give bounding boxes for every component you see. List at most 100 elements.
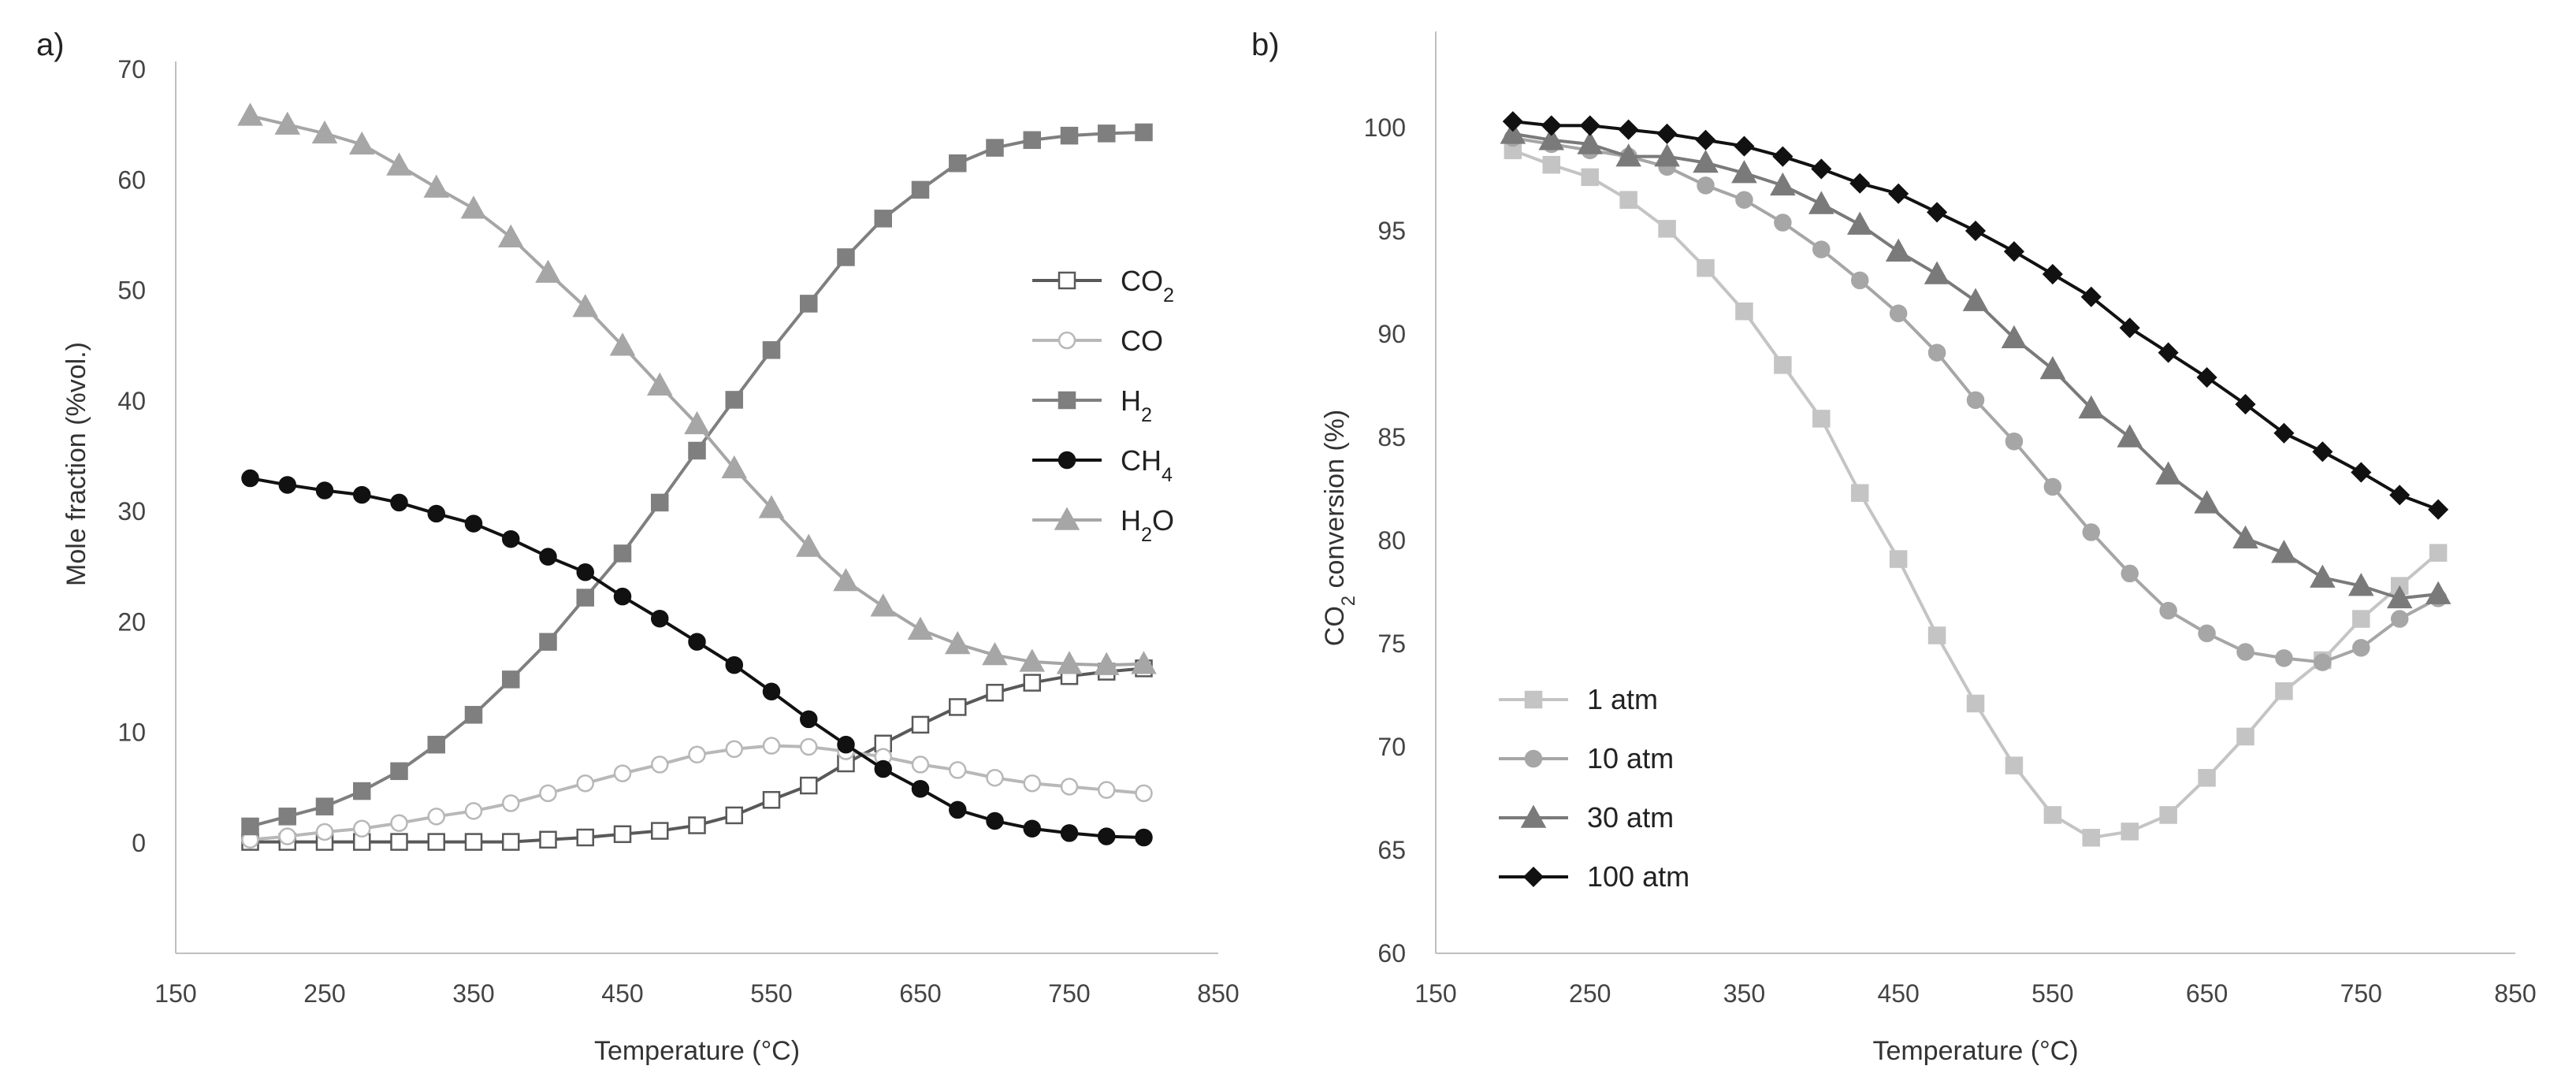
data-point-a: [646, 372, 673, 396]
legend-label-a: H2O: [1121, 504, 1174, 546]
data-point-b: [1927, 626, 1946, 644]
data-point-a: [725, 655, 743, 674]
data-point-a: [572, 294, 599, 318]
data-point-a: [423, 174, 450, 198]
data-point-b: [2005, 756, 2024, 774]
data-point-b: [2236, 727, 2254, 746]
data-point-a: [800, 776, 818, 795]
series-line-b: [1512, 120, 2439, 511]
x-tick-label-a: 450: [601, 979, 643, 1008]
legend-marker-a: [1058, 271, 1076, 290]
data-point-a: [353, 782, 371, 800]
y-tick-label-a: 0: [132, 829, 146, 857]
y-tick-label-a: 50: [117, 277, 146, 305]
legend-marker-a: [1054, 507, 1080, 530]
data-point-b: [2119, 318, 2140, 339]
data-point-b: [2155, 461, 2181, 485]
data-point-a: [725, 806, 743, 825]
data-point-a: [1019, 648, 1046, 672]
data-point-b: [2232, 525, 2258, 549]
data-point-a: [725, 740, 743, 759]
data-point-b: [2003, 241, 2024, 262]
data-point-a: [348, 131, 375, 155]
y-tick-label-b: 70: [1377, 733, 1406, 761]
data-point-b: [2043, 477, 2062, 496]
data-point-a: [576, 774, 594, 793]
data-point-a: [386, 152, 412, 176]
legend-marker-b: [1520, 804, 1547, 828]
data-point-a: [1023, 674, 1041, 692]
data-point-a: [837, 735, 855, 754]
data-point-b: [2389, 485, 2411, 506]
data-point-a: [241, 469, 259, 488]
y-tick-label-b: 60: [1377, 939, 1406, 967]
y-axis-title-a: Mole fraction (%vol.): [61, 342, 91, 586]
data-point-a: [390, 762, 408, 781]
y-tick-label-b: 100: [1364, 113, 1406, 142]
y-tick-label-b: 80: [1377, 526, 1406, 555]
x-tick-label-a: 850: [1197, 979, 1239, 1008]
data-point-a: [539, 548, 557, 566]
data-point-a: [949, 154, 967, 173]
data-point-a: [651, 493, 669, 512]
data-point-a: [651, 822, 669, 840]
x-tick-label-a: 650: [899, 979, 941, 1008]
data-point-b: [2196, 366, 2217, 388]
data-point-a: [800, 737, 818, 756]
data-point-a: [535, 259, 561, 283]
data-point-a: [762, 682, 781, 701]
data-point-a: [911, 756, 930, 774]
data-point-a: [986, 683, 1004, 702]
data-point-b: [2039, 355, 2066, 380]
data-point-a: [949, 698, 967, 716]
data-point-b: [1812, 410, 1831, 428]
chart-b: b) 60 65 70 75 80 85 90 95 100 150 250 350 450 550 650 7…: [1251, 28, 2537, 1066]
data-point-a: [390, 833, 408, 851]
data-point-a: [800, 295, 818, 313]
data-point-b: [2121, 564, 2139, 583]
data-point-b: [2005, 432, 2024, 451]
data-point-b: [1812, 240, 1831, 258]
data-point-b: [1849, 173, 1871, 194]
data-point-b: [2158, 342, 2179, 363]
data-point-a: [278, 808, 296, 826]
data-point-b: [2198, 769, 2216, 787]
data-point-a: [464, 514, 483, 533]
data-point-b: [1966, 694, 1985, 713]
x-tick-label-b: 650: [2186, 979, 2228, 1008]
data-point-a: [1135, 828, 1153, 847]
x-tick-label-a: 550: [750, 979, 792, 1008]
legend-label-b: 30 atm: [1587, 801, 1674, 834]
y-tick-label-a: 40: [117, 387, 146, 415]
data-point-a: [982, 641, 1008, 666]
data-point-a: [1060, 778, 1079, 796]
panel-label-a: a): [36, 28, 65, 62]
data-point-a: [427, 735, 445, 754]
data-point-b: [2042, 263, 2063, 285]
data-point-a: [651, 756, 669, 774]
data-point-b: [1772, 146, 1794, 167]
data-point-a: [911, 780, 930, 798]
data-point-a: [762, 341, 781, 359]
data-point-b: [2273, 422, 2295, 444]
data-point-b: [1735, 191, 1753, 209]
data-point-a: [497, 224, 524, 247]
data-point-b: [1735, 302, 1753, 321]
data-point-b: [1850, 271, 1869, 290]
data-point-a: [274, 111, 301, 135]
data-point-b: [2314, 653, 2332, 671]
data-point-a: [651, 609, 669, 628]
data-point-a: [1023, 819, 1041, 838]
data-point-b: [2080, 286, 2102, 307]
x-tick-label-b: 750: [2340, 979, 2382, 1008]
data-point-a: [502, 529, 520, 548]
data-point-a: [762, 791, 781, 809]
data-point-b: [1697, 176, 1715, 195]
data-point-b: [2390, 610, 2409, 628]
data-point-a: [688, 745, 706, 764]
x-tick-label-b: 850: [2494, 979, 2536, 1008]
data-point-b: [1927, 202, 1948, 223]
data-point-b: [1846, 211, 1873, 235]
data-point-a: [315, 823, 334, 841]
